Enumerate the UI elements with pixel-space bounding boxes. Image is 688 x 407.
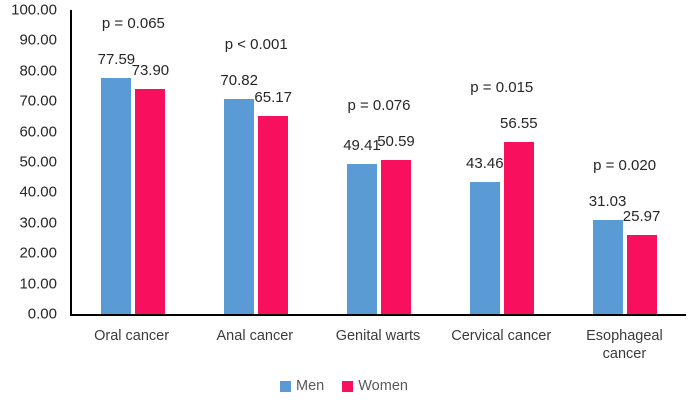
bar-group-cervical-cancer: 43.46 56.55 p = 0.015 bbox=[440, 10, 563, 314]
y-tick-label: 30.00 bbox=[19, 214, 57, 232]
category-label-genital-warts: Genital warts bbox=[316, 327, 439, 363]
bar-women-cervical-cancer: 56.55 bbox=[500, 115, 538, 314]
p-value-label-anal-cancer: p < 0.001 bbox=[224, 35, 288, 53]
bar-group-genital-warts: 49.41 50.59 p = 0.076 bbox=[318, 10, 441, 314]
plot-area: 77.59 73.90 p = 0.065 70.82 65.17 p < 0.001 49… bbox=[70, 10, 686, 316]
legend-item-women: Women bbox=[342, 379, 408, 393]
y-tick-label: 40.00 bbox=[19, 183, 57, 201]
y-tick-label: 70.00 bbox=[19, 92, 57, 110]
legend: Men Women bbox=[0, 379, 688, 393]
legend-label-men: Men bbox=[296, 378, 325, 394]
bar-group-oral-cancer: 77.59 73.90 p = 0.065 bbox=[72, 10, 195, 314]
y-tick-label: 0.00 bbox=[27, 305, 57, 323]
value-label-women-cervical-cancer: 56.55 bbox=[500, 115, 538, 133]
value-label-men-oral-cancer: 77.59 bbox=[97, 51, 136, 69]
p-value-label-genital-warts: p = 0.076 bbox=[347, 97, 411, 115]
category-label-cervical-cancer: Cervical cancer bbox=[440, 327, 563, 363]
y-axis: 100.00 90.00 80.00 70.00 60.00 50.00 40.00 30.0… bbox=[0, 2, 57, 323]
bar-groups: 77.59 73.90 p = 0.065 70.82 65.17 p < 0.001 49… bbox=[72, 10, 686, 314]
p-value-label-esophageal-cancer: p = 0.020 bbox=[593, 156, 657, 174]
category-label-text: Genital warts bbox=[335, 328, 421, 344]
category-label-anal-cancer: Anal cancer bbox=[193, 327, 316, 363]
bar-men-esophageal-cancer: 31.03 bbox=[589, 193, 626, 314]
legend-label-women: Women bbox=[358, 378, 408, 394]
bar-group-anal-cancer: 70.82 65.17 p < 0.001 bbox=[195, 10, 318, 314]
legend-swatch-women bbox=[342, 380, 354, 392]
y-tick-label: 10.00 bbox=[19, 275, 57, 293]
legend-swatch-men bbox=[280, 380, 292, 392]
x-axis-category-labels: Oral cancer Anal cancer Genital warts Cervi… bbox=[70, 327, 686, 363]
category-label-text: Cervical cancer bbox=[451, 328, 552, 344]
legend-item-men: Men bbox=[280, 379, 324, 393]
category-label-oral-cancer: Oral cancer bbox=[70, 327, 193, 363]
bar-men-genital-warts: 49.41 bbox=[343, 137, 381, 314]
bar-group-esophageal-cancer: 31.03 25.97 p = 0.020 bbox=[563, 10, 686, 314]
bar-men-oral-cancer: 77.59 bbox=[98, 51, 135, 314]
value-label-women-genital-warts: 50.59 bbox=[377, 133, 415, 151]
value-label-women-esophageal-cancer: 25.97 bbox=[622, 208, 661, 226]
category-label-esophageal-cancer: Esophageal cancer bbox=[563, 327, 686, 363]
p-value-label-cervical-cancer: p = 0.015 bbox=[470, 79, 534, 97]
value-label-men-anal-cancer: 70.82 bbox=[220, 71, 258, 89]
category-label-text: Anal cancer bbox=[216, 328, 294, 344]
category-label-text: Oral cancer bbox=[94, 328, 170, 344]
y-tick-label: 60.00 bbox=[19, 123, 57, 141]
value-label-men-esophageal-cancer: 31.03 bbox=[588, 192, 627, 210]
y-tick-label: 80.00 bbox=[19, 62, 57, 80]
y-tick-label: 100.00 bbox=[11, 1, 57, 19]
value-label-women-anal-cancer: 65.17 bbox=[254, 88, 292, 106]
value-label-men-cervical-cancer: 43.46 bbox=[466, 154, 504, 172]
p-value-label-oral-cancer: p = 0.065 bbox=[101, 15, 165, 33]
value-label-women-oral-cancer: 73.90 bbox=[131, 62, 170, 80]
bar-men-cervical-cancer: 43.46 bbox=[466, 155, 504, 314]
bar-women-genital-warts: 50.59 bbox=[377, 133, 415, 314]
y-tick-label: 20.00 bbox=[19, 244, 57, 262]
y-tick-label: 90.00 bbox=[19, 31, 57, 49]
value-label-men-genital-warts: 49.41 bbox=[343, 136, 381, 154]
bar-women-oral-cancer: 73.90 bbox=[132, 62, 169, 314]
bar-women-anal-cancer: 65.17 bbox=[254, 89, 292, 314]
y-tick-label: 50.00 bbox=[19, 153, 57, 171]
category-label-text: Esophageal cancer bbox=[586, 328, 663, 362]
bar-men-anal-cancer: 70.82 bbox=[220, 72, 258, 314]
bar-women-esophageal-cancer: 25.97 bbox=[623, 208, 660, 314]
